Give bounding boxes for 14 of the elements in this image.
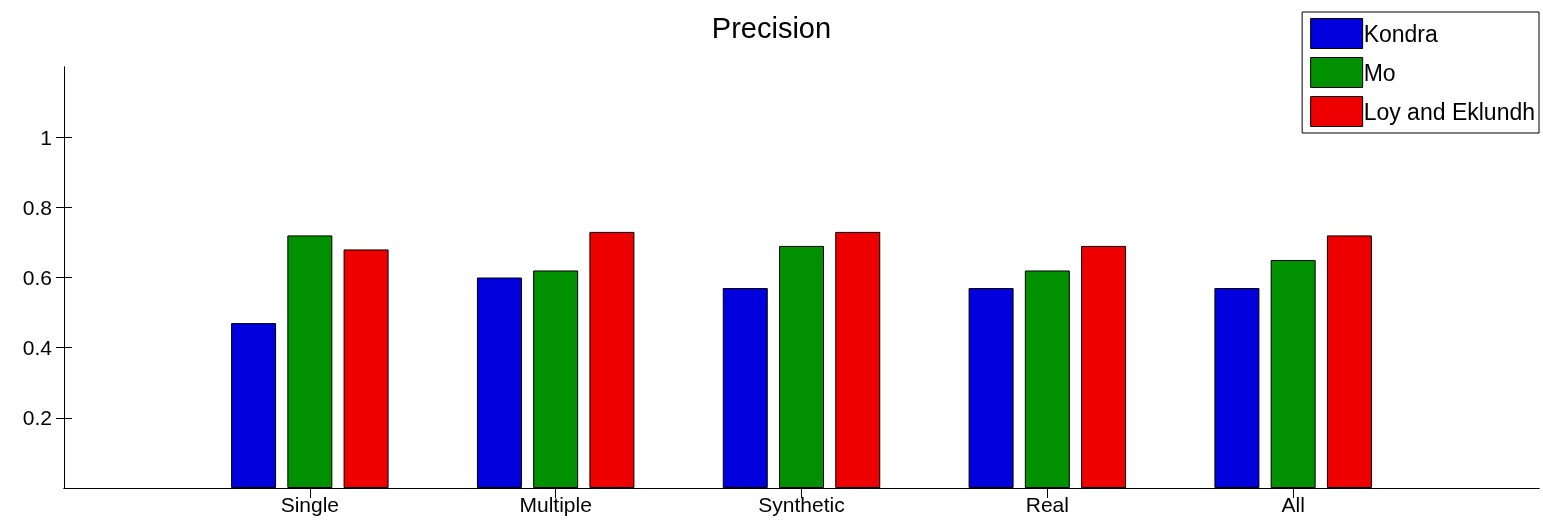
y-tick-label: 0.2 (22, 406, 52, 430)
x-tick-label: Synthetic (758, 493, 845, 516)
x-tick-label: Real (1025, 493, 1069, 516)
y-tick-label: 1 (40, 125, 52, 149)
y-tick-label: 0.8 (22, 195, 52, 219)
x-tick-label: All (1281, 493, 1305, 516)
legend-label: Kondra (1363, 20, 1439, 47)
legend-label: Loy and Eklundh (1363, 98, 1535, 125)
x-tick-label: Multiple (519, 493, 592, 516)
y-tick-label: 0.6 (22, 266, 52, 289)
x-tick-label: Single (280, 493, 340, 516)
legend-label: Mo (1363, 59, 1396, 86)
y-tick-label: 0.4 (22, 336, 53, 360)
chart-title: Precision (711, 11, 832, 44)
